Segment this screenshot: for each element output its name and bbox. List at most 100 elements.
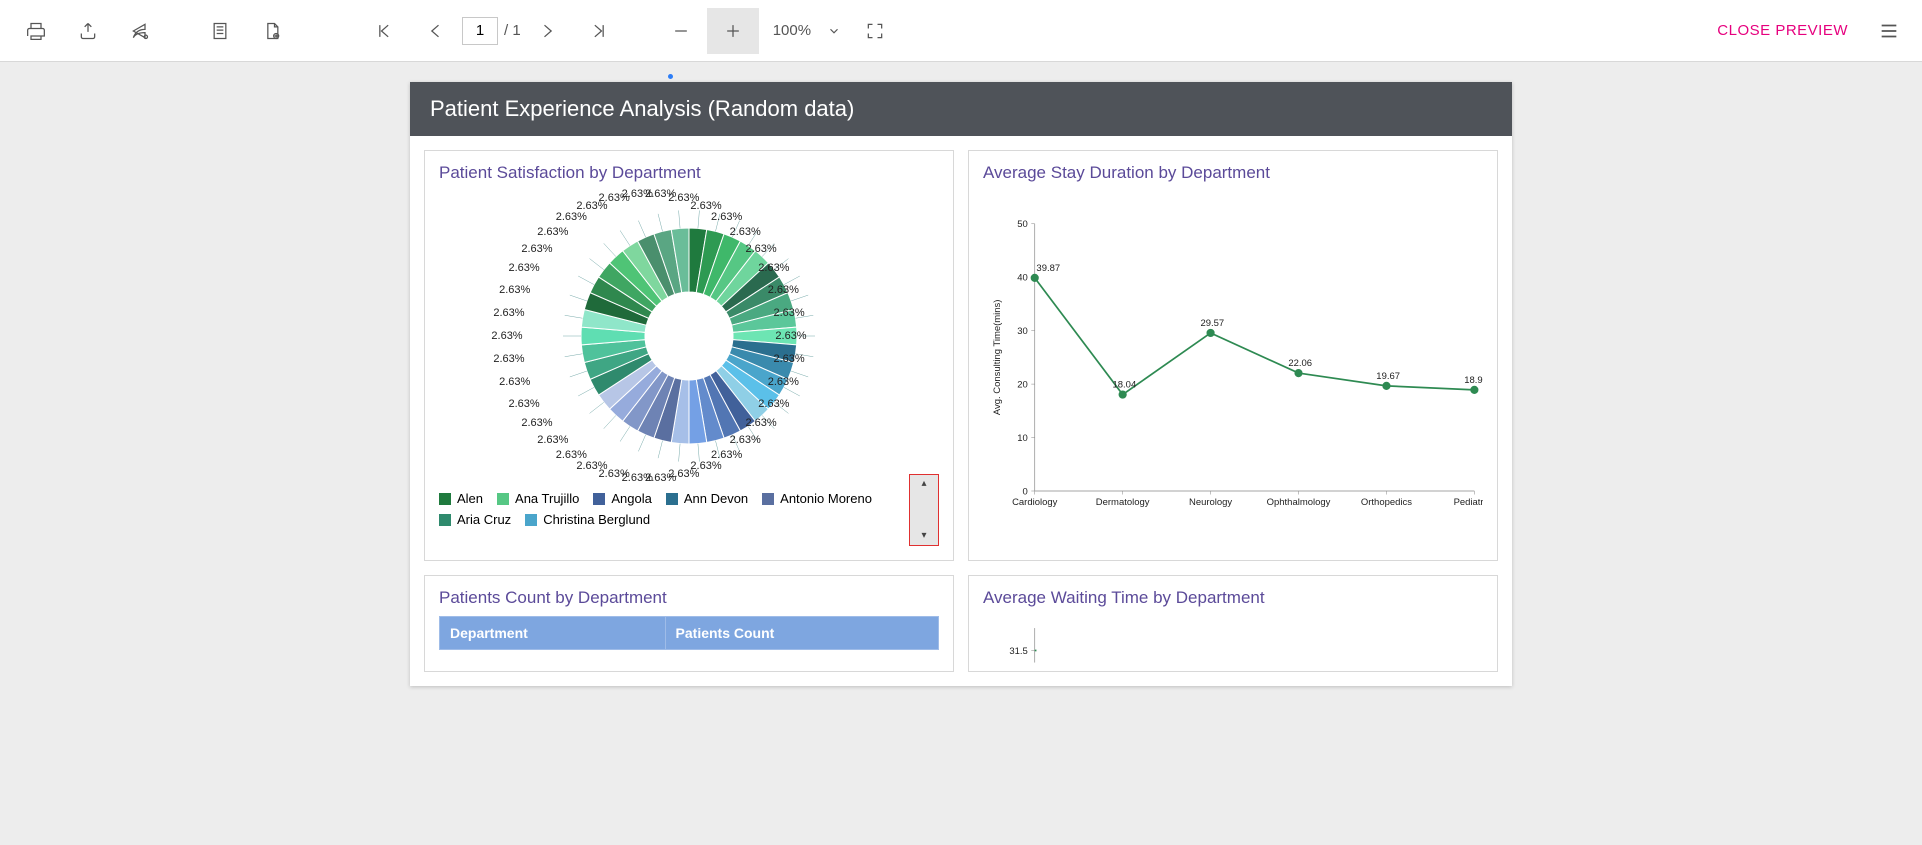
donut-slice-label: 2.63% bbox=[521, 243, 552, 255]
y-tick-label: 30 bbox=[1017, 326, 1028, 337]
donut-slice-label: 2.63% bbox=[537, 226, 568, 238]
export-icon[interactable] bbox=[62, 8, 114, 54]
legend-item[interactable]: Christina Berglund bbox=[525, 512, 650, 527]
legend-swatch bbox=[439, 493, 451, 505]
print-icon[interactable] bbox=[10, 8, 62, 54]
data-point[interactable] bbox=[1471, 386, 1478, 393]
table-column-header: Patients Count bbox=[665, 617, 938, 650]
page-number-input[interactable] bbox=[462, 17, 498, 45]
next-page-icon[interactable] bbox=[521, 8, 573, 54]
legend-item[interactable]: Ann Devon bbox=[666, 491, 748, 506]
donut-slice-label: 2.63% bbox=[758, 262, 789, 274]
donut-slice-label: 2.63% bbox=[773, 307, 804, 319]
legend-item[interactable]: Antonio Moreno bbox=[762, 491, 872, 506]
donut-slice-label: 2.63% bbox=[499, 284, 530, 296]
zoom-out-icon[interactable] bbox=[655, 8, 707, 54]
data-point[interactable] bbox=[1031, 274, 1038, 281]
x-tick-label: Pediatrics bbox=[1454, 497, 1483, 508]
close-preview-button[interactable]: CLOSE PREVIEW bbox=[1699, 22, 1866, 39]
page-setup-icon[interactable] bbox=[194, 8, 246, 54]
legend-label: Alen bbox=[457, 491, 483, 506]
legend-swatch bbox=[762, 493, 774, 505]
legend-swatch bbox=[439, 514, 451, 526]
legend-label: Christina Berglund bbox=[543, 512, 650, 527]
donut-slice-label: 2.63% bbox=[491, 330, 522, 342]
data-point[interactable] bbox=[1383, 382, 1390, 389]
panel-title: Patients Count by Department bbox=[439, 588, 939, 608]
legend-scroller[interactable]: ▴ ▾ bbox=[909, 474, 939, 546]
legend-item[interactable]: Alen bbox=[439, 491, 483, 506]
y-tick-label: 40 bbox=[1017, 273, 1028, 284]
data-point[interactable] bbox=[1295, 370, 1302, 377]
report-toolbar: / 1 100% CLOSE PREVIEW bbox=[0, 0, 1922, 62]
panel-title: Average Stay Duration by Department bbox=[983, 163, 1483, 183]
legend-item[interactable]: Ana Trujillo bbox=[497, 491, 579, 506]
legend-swatch bbox=[593, 493, 605, 505]
x-tick-label: Orthopedics bbox=[1361, 497, 1412, 508]
y-axis-label: Avg. Consulting Time(mins) bbox=[992, 300, 1003, 416]
donut-slice-label: 2.63% bbox=[537, 434, 568, 446]
donut-slice-label: 2.63% bbox=[711, 211, 742, 223]
prev-page-icon[interactable] bbox=[410, 8, 462, 54]
panel-title: Average Waiting Time by Department bbox=[983, 588, 1483, 608]
donut-legend: Alen Ana Trujillo Angola Ann Devon Antonio M… bbox=[439, 491, 939, 527]
data-point-label: 39.87 bbox=[1036, 263, 1060, 274]
patients-table: DepartmentPatients Count bbox=[439, 616, 939, 650]
data-point[interactable] bbox=[1207, 330, 1214, 337]
data-point-label: 29.57 bbox=[1200, 318, 1224, 329]
table-column-header: Department bbox=[440, 617, 666, 650]
donut-slice-label: 2.63% bbox=[622, 188, 653, 200]
marker-dot bbox=[668, 74, 673, 79]
legend-label: Ana Trujillo bbox=[515, 491, 579, 506]
zoom-controls: 100% bbox=[655, 8, 901, 54]
data-point-label: 22.06 bbox=[1288, 358, 1312, 369]
data-point-label: 19.67 bbox=[1376, 371, 1400, 382]
legend-label: Antonio Moreno bbox=[780, 491, 872, 506]
share-icon[interactable] bbox=[114, 8, 166, 54]
x-tick-label: Neurology bbox=[1189, 497, 1232, 508]
data-point-label: 18.92 bbox=[1464, 375, 1483, 386]
panel-patients-count: Patients Count by Department DepartmentP… bbox=[424, 575, 954, 672]
series-line bbox=[1035, 278, 1475, 395]
wait-chart: 31.5 bbox=[983, 616, 1483, 666]
donut-slice-label: 2.63% bbox=[773, 353, 804, 365]
line-chart: 01020304050Avg. Consulting Time(mins)Car… bbox=[983, 191, 1483, 541]
legend-swatch bbox=[666, 493, 678, 505]
donut-slice-label: 2.63% bbox=[576, 460, 607, 472]
report-title: Patient Experience Analysis (Random data… bbox=[410, 82, 1512, 136]
donut-slice-label: 2.63% bbox=[745, 417, 776, 429]
fullscreen-icon[interactable] bbox=[849, 8, 901, 54]
zoom-dropdown-icon[interactable] bbox=[819, 8, 849, 54]
donut-slice-label: 2.63% bbox=[768, 376, 799, 388]
legend-item[interactable]: Aria Cruz bbox=[439, 512, 511, 527]
panel-patient-satisfaction: Patient Satisfaction by Department 2.63%… bbox=[424, 150, 954, 561]
first-page-icon[interactable] bbox=[358, 8, 410, 54]
donut-slice-label: 2.63% bbox=[758, 398, 789, 410]
y-tick-label: 50 bbox=[1017, 219, 1028, 230]
donut-slice-label: 2.63% bbox=[556, 211, 587, 223]
x-tick-label: Dermatology bbox=[1096, 497, 1150, 508]
last-page-icon[interactable] bbox=[573, 8, 625, 54]
scroll-up-icon[interactable]: ▴ bbox=[921, 479, 926, 489]
zoom-level-label: 100% bbox=[773, 22, 811, 39]
donut-slice-label: 2.63% bbox=[745, 243, 776, 255]
panel-avg-stay: Average Stay Duration by Department 0102… bbox=[968, 150, 1498, 561]
legend-label: Angola bbox=[611, 491, 651, 506]
new-report-icon[interactable] bbox=[246, 8, 298, 54]
legend-item[interactable]: Angola bbox=[593, 491, 651, 506]
donut-slice-label: 2.63% bbox=[775, 330, 806, 342]
report-viewer[interactable]: Patient Experience Analysis (Random data… bbox=[0, 62, 1922, 845]
donut-slice-label: 2.63% bbox=[730, 434, 761, 446]
donut-slice-label: 2.63% bbox=[493, 353, 524, 365]
donut-slice-label: 2.63% bbox=[509, 262, 540, 274]
scroll-down-icon[interactable]: ▾ bbox=[921, 531, 926, 541]
legend-label: Ann Devon bbox=[684, 491, 748, 506]
legend-swatch bbox=[497, 493, 509, 505]
menu-icon[interactable] bbox=[1866, 20, 1912, 42]
y-tick-label: 10 bbox=[1017, 433, 1028, 444]
donut-slice-label: 2.63% bbox=[730, 226, 761, 238]
data-point[interactable] bbox=[1119, 391, 1126, 398]
zoom-in-icon[interactable] bbox=[707, 8, 759, 54]
x-tick-label: Cardiology bbox=[1012, 497, 1058, 508]
panel-title: Patient Satisfaction by Department bbox=[439, 163, 939, 183]
